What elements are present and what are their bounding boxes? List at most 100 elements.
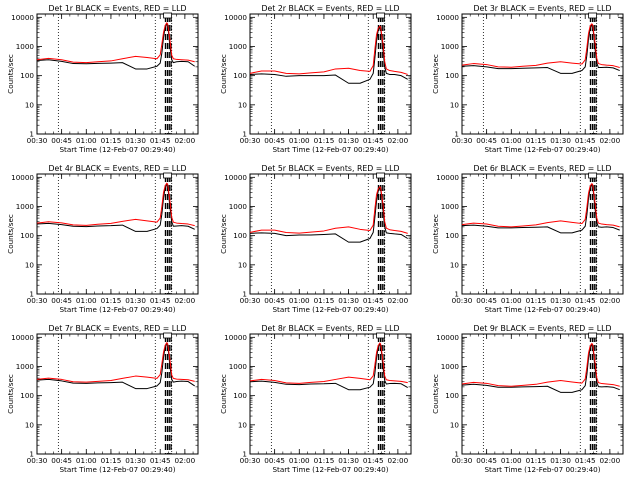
time-window-box	[588, 12, 598, 19]
panel-3: Det 3r BLACK = Events, RED = LLD 1 10 100 10…	[431, 4, 624, 154]
x-tick-label: 01:30	[125, 296, 146, 305]
y-tick-label: 10	[450, 260, 460, 269]
x-tick-label: 01:45	[363, 456, 384, 465]
y-axis-label: Counts/sec	[6, 374, 15, 414]
x-axis-label: Start Time (12-Feb-07 00:29:40)	[272, 465, 388, 474]
panel-6: Det 6r BLACK = Events, RED = LLD 1 10 100 10…	[431, 164, 624, 314]
y-tick-label: 100	[20, 71, 34, 80]
x-tick-label: 00:30	[452, 296, 473, 305]
x-tick-label: 01:30	[550, 456, 571, 465]
x-tick-label: 01:30	[550, 296, 571, 305]
x-tick-label: 01:45	[150, 136, 171, 145]
y-axis-label: Counts/sec	[219, 214, 228, 254]
x-tick-label: 01:00	[501, 296, 522, 305]
x-tick-label: 01:15	[314, 296, 335, 305]
x-axis-label: Start Time (12-Feb-07 00:29:40)	[272, 145, 388, 154]
x-tick-label: 02:00	[599, 456, 620, 465]
y-tick-label: 10000	[436, 333, 459, 342]
plot-frame	[461, 173, 624, 295]
x-tick-label: 00:45	[264, 136, 285, 145]
panel-2: Det 2r BLACK = Events, RED = LLD 1 10 100 10…	[219, 4, 412, 154]
x-tick-label: 01:30	[338, 456, 359, 465]
y-axis-label: Counts/sec	[6, 54, 15, 94]
x-tick-label: 01:00	[501, 136, 522, 145]
panel-8: Det 8r BLACK = Events, RED = LLD 1 10 100 10…	[219, 324, 412, 474]
y-tick-label: 10	[25, 260, 35, 269]
x-tick-label: 01:00	[289, 296, 310, 305]
y-axis-label: Counts/sec	[431, 54, 440, 94]
y-tick-label: 100	[20, 391, 34, 400]
y-tick-label: 100	[233, 71, 247, 80]
lld-series-line	[36, 342, 195, 383]
x-tick-label: 00:45	[264, 456, 285, 465]
y-tick-label: 100	[445, 71, 459, 80]
panel-title: Det 2r BLACK = Events, RED = LLD	[262, 4, 400, 13]
x-tick-label: 01:00	[76, 296, 97, 305]
y-axis-label: Counts/sec	[431, 374, 440, 414]
x-axis-label: Start Time (12-Feb-07 00:29:40)	[484, 305, 600, 314]
x-axis-label: Start Time (12-Feb-07 00:29:40)	[484, 145, 600, 154]
x-tick-label: 01:30	[550, 136, 571, 145]
y-tick-label: 10000	[224, 333, 247, 342]
x-tick-label: 02:00	[387, 456, 408, 465]
events-series-line	[249, 343, 408, 391]
y-tick-label: 10000	[11, 173, 34, 182]
x-tick-label: 01:00	[76, 136, 97, 145]
time-window-box	[163, 172, 173, 179]
x-tick-label: 00:45	[476, 296, 497, 305]
plot-frame	[36, 173, 199, 295]
y-tick-label: 100	[445, 391, 459, 400]
y-axis-label: Counts/sec	[431, 214, 440, 254]
y-tick-label: 10000	[224, 13, 247, 22]
events-series-line	[36, 23, 195, 70]
panel-title: Det 4r BLACK = Events, RED = LLD	[49, 164, 187, 173]
x-tick-label: 02:00	[387, 136, 408, 145]
lld-series-line	[461, 183, 620, 228]
x-tick-label: 01:15	[526, 456, 547, 465]
y-axis-label: Counts/sec	[219, 54, 228, 94]
x-axis-label: Start Time (12-Feb-07 00:29:40)	[272, 305, 388, 314]
y-tick-label: 1	[29, 450, 34, 459]
events-series-line	[461, 184, 620, 234]
x-tick-label: 01:15	[101, 456, 122, 465]
x-tick-label: 01:30	[338, 136, 359, 145]
events-series-line	[36, 183, 195, 232]
x-tick-label: 01:15	[526, 136, 547, 145]
panel-grid: Det 1r BLACK = Events, RED = LLD11010010…	[6, 4, 624, 474]
y-tick-label: 1	[242, 290, 247, 299]
x-tick-label: 00:30	[452, 456, 473, 465]
plot-frame	[461, 13, 624, 135]
plot-frame	[36, 333, 199, 455]
x-tick-label: 01:45	[363, 136, 384, 145]
x-axis-label: Start Time (12-Feb-07 00:29:40)	[59, 465, 175, 474]
y-tick-label: 1000	[441, 202, 460, 211]
y-tick-label: 10000	[11, 333, 34, 342]
x-tick-label: 01:15	[526, 296, 547, 305]
y-tick-label: 1000	[16, 362, 35, 371]
y-tick-label: 100	[233, 391, 247, 400]
y-tick-label: 1	[454, 130, 459, 139]
y-tick-label: 1	[242, 130, 247, 139]
lld-series-line	[36, 182, 195, 227]
plot-frame	[249, 333, 412, 455]
x-tick-label: 00:30	[240, 456, 261, 465]
x-tick-label: 00:45	[51, 456, 72, 465]
x-axis-label: Start Time (12-Feb-07 00:29:40)	[59, 145, 175, 154]
y-tick-label: 1	[242, 450, 247, 459]
x-tick-label: 01:15	[101, 296, 122, 305]
time-window-box	[163, 332, 173, 339]
x-tick-label: 01:45	[150, 456, 171, 465]
y-tick-label: 1000	[229, 362, 248, 371]
x-tick-label: 01:30	[338, 296, 359, 305]
y-tick-label: 10	[25, 100, 35, 109]
panel-title: Det 8r BLACK = Events, RED = LLD	[262, 324, 400, 333]
x-tick-label: 01:45	[150, 296, 171, 305]
time-window-box	[588, 172, 598, 179]
x-tick-label: 00:30	[27, 456, 48, 465]
x-tick-label: 01:30	[125, 456, 146, 465]
y-tick-label: 1000	[16, 202, 35, 211]
events-series-line	[249, 26, 408, 84]
lld-series-line	[461, 342, 620, 387]
